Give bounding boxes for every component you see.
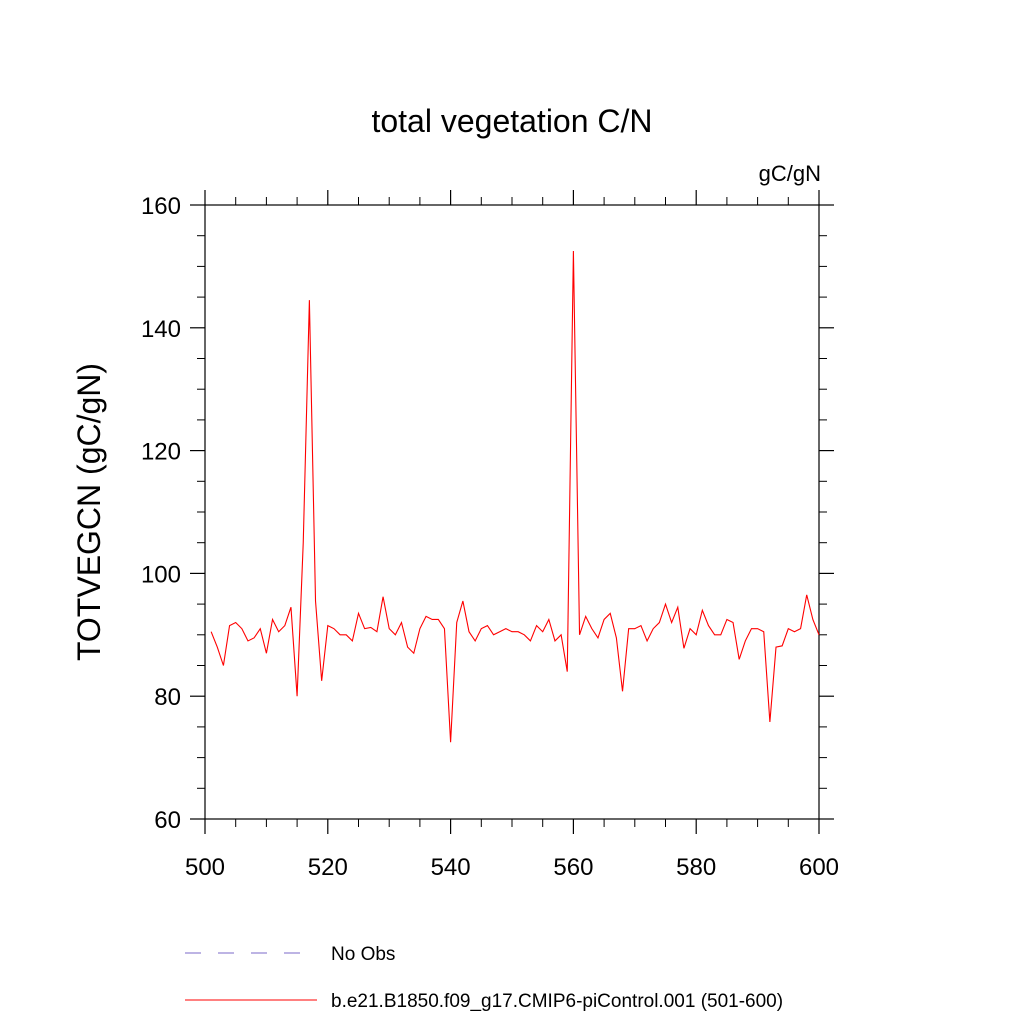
series-line bbox=[210, 251, 820, 743]
y-tick-label: 80 bbox=[154, 684, 181, 711]
y-axis-label: TOTVEGCN (gC/gN) bbox=[71, 363, 107, 661]
x-tick-label: 580 bbox=[676, 854, 716, 881]
chart-title: total vegetation C/N bbox=[371, 103, 652, 139]
y-tick-label: 60 bbox=[154, 807, 181, 834]
series-layer bbox=[210, 251, 820, 743]
axis-ticks bbox=[190, 190, 834, 834]
x-tick-label: 540 bbox=[431, 854, 471, 881]
legend-label: No Obs bbox=[331, 944, 395, 965]
y-tick-label: 100 bbox=[141, 561, 181, 588]
y-tick-label: 160 bbox=[141, 193, 181, 220]
x-tick-label: 500 bbox=[185, 854, 225, 881]
plot-frame bbox=[204, 204, 820, 820]
units-label: gC/gN bbox=[759, 161, 821, 186]
x-tick-label: 520 bbox=[308, 854, 348, 881]
x-tick-label: 560 bbox=[553, 854, 593, 881]
x-tick-label: 600 bbox=[799, 854, 839, 881]
y-tick-label: 120 bbox=[141, 439, 181, 466]
y-tick-label: 140 bbox=[141, 316, 181, 343]
axis-tick-labels: 500 520 540 560 580 600 60 80 100 120 140 160 bbox=[141, 193, 839, 881]
legend: No Obs b.e21.B1850.f09_g17.CMIP6-piContro… bbox=[185, 944, 783, 1012]
legend-label: b.e21.B1850.f09_g17.CMIP6-piControl.001 … bbox=[331, 991, 783, 1012]
